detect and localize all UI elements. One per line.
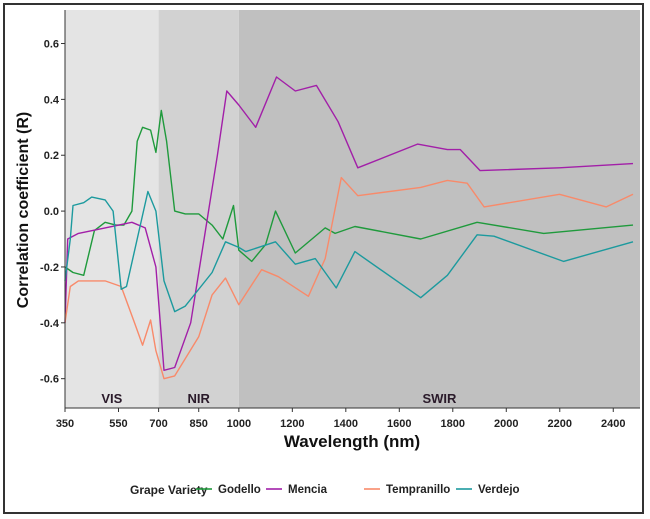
legend-label-godello: Godello bbox=[218, 484, 261, 496]
series-line-verdejo bbox=[64, 190, 634, 313]
region-nir bbox=[158, 10, 239, 408]
x-tick-label: 2200 bbox=[548, 418, 572, 430]
x-tick-label: 1000 bbox=[227, 418, 251, 430]
x-tick-label: 1200 bbox=[280, 418, 304, 430]
series-line-mencia bbox=[64, 76, 634, 371]
legend-label-tempranillo: Tempranillo bbox=[386, 484, 450, 496]
region-swir bbox=[238, 10, 640, 408]
x-axis-label: Wavelength (nm) bbox=[284, 432, 420, 451]
x-tick-label: 2400 bbox=[601, 418, 625, 430]
x-tick-label: 2000 bbox=[494, 418, 518, 430]
y-tick-label: -0.2 bbox=[40, 262, 59, 274]
legend-title: Grape Variety bbox=[130, 483, 208, 497]
y-tick-label: -0.4 bbox=[40, 318, 60, 330]
x-tick-label: 1600 bbox=[387, 418, 411, 430]
legend: Grape Variety Godello Mencia Tempranillo Ve… bbox=[130, 483, 520, 497]
legend-label-mencia: Mencia bbox=[288, 484, 328, 496]
y-tick-label: -0.6 bbox=[40, 374, 59, 386]
x-tick-label: 1400 bbox=[334, 418, 358, 430]
figure-border bbox=[3, 3, 644, 514]
x-tick-label: 850 bbox=[190, 418, 208, 430]
x-tick-label: 350 bbox=[56, 418, 74, 430]
legend-label-verdejo: Verdejo bbox=[478, 484, 520, 496]
region-label-nir: NIR bbox=[188, 391, 211, 406]
y-tick-label: 0.0 bbox=[44, 206, 59, 218]
series-line-tempranillo bbox=[64, 176, 634, 380]
x-tick-label: 700 bbox=[149, 418, 167, 430]
y-tick-label: 0.4 bbox=[44, 94, 60, 106]
y-tick-label: 0.2 bbox=[44, 150, 59, 162]
region-label-swir: SWIR bbox=[422, 391, 457, 406]
y-axis-label: Correlation coefficient (R) bbox=[15, 112, 32, 308]
y-tick-label: 0.6 bbox=[44, 39, 59, 51]
region-label-vis: VIS bbox=[101, 391, 122, 406]
x-tick-label: 550 bbox=[109, 418, 127, 430]
x-tick-label: 1800 bbox=[441, 418, 465, 430]
